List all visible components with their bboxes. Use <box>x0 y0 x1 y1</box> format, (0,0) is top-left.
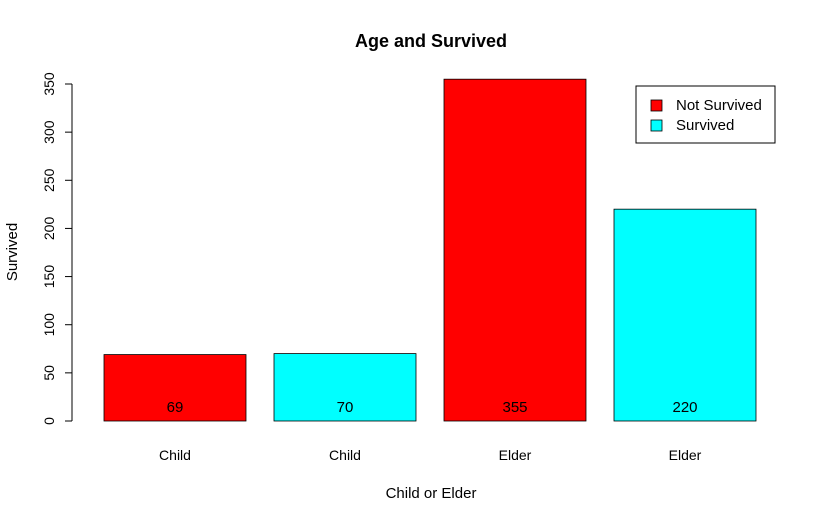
chart-title: Age and Survived <box>355 31 507 51</box>
bar <box>613 208 757 422</box>
y-tick-label: 300 <box>41 120 57 144</box>
y-tick-label: 350 <box>41 72 57 96</box>
y-tick-label: 150 <box>41 265 57 289</box>
bar-value-label: 69 <box>167 399 184 416</box>
legend-swatch <box>650 119 663 132</box>
y-tick-label: 200 <box>41 217 57 241</box>
x-tick-label: Elder <box>669 447 702 463</box>
bar <box>103 354 247 422</box>
x-axis-label: Child or Elder <box>386 485 477 502</box>
bars <box>103 78 757 422</box>
bar <box>443 78 587 422</box>
legend-swatch <box>650 99 663 112</box>
x-tick-label: Child <box>329 447 361 463</box>
bar-value-label: 355 <box>502 399 527 416</box>
legend-label: Survived <box>676 117 734 134</box>
bar-value-labels: 69 70 355 220 <box>167 399 698 416</box>
bar-value-label: 220 <box>672 399 697 416</box>
y-tick-label: 50 <box>41 365 57 381</box>
x-tick-label: Elder <box>499 447 532 463</box>
legend-label: Not Survived <box>676 97 762 114</box>
y-axis-label: Survived <box>4 223 21 281</box>
y-axis: 0 50 100 150 200 250 300 350 <box>41 72 73 425</box>
x-tick-labels: Child Child Elder Elder <box>159 447 702 463</box>
bar-value-label: 70 <box>337 399 354 416</box>
legend: Not Survived Survived <box>635 85 776 144</box>
y-tick-label: 100 <box>41 313 57 337</box>
bar <box>273 353 417 422</box>
x-tick-label: Child <box>159 447 191 463</box>
legend-box <box>635 85 776 144</box>
y-tick-label: 250 <box>41 168 57 192</box>
y-tick-label: 0 <box>41 417 57 425</box>
